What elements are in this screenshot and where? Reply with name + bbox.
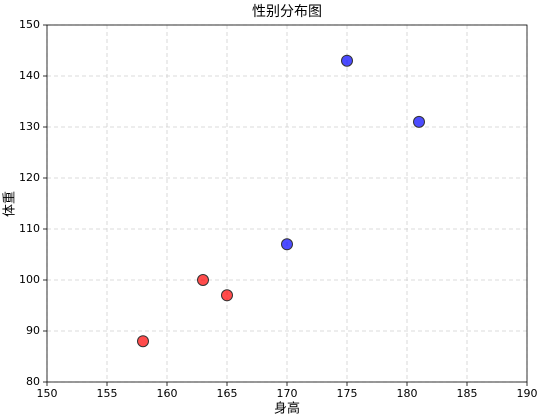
x-tick-label: 155: [97, 387, 118, 400]
x-tick-label: 165: [217, 387, 238, 400]
x-tick-label: 150: [37, 387, 58, 400]
y-tick-label: 120: [19, 171, 40, 184]
scatter-point: [197, 274, 209, 286]
scatter-point: [341, 54, 353, 67]
y-axis-label: 体重: [2, 191, 18, 217]
x-tick-label: 170: [277, 387, 298, 400]
x-tick-label: 175: [337, 387, 358, 400]
y-tick-label: 130: [19, 120, 40, 133]
plot-frame: [46, 24, 528, 383]
y-tick-label: 140: [19, 69, 40, 82]
y-tick-label: 90: [26, 324, 40, 337]
y-tick-label: 100: [19, 273, 40, 286]
x-tick-label: 180: [397, 387, 418, 400]
y-tick-label: 80: [26, 375, 40, 388]
scatter-point: [413, 115, 425, 128]
x-tick-label: 185: [457, 387, 478, 400]
x-tick-label: 190: [517, 387, 538, 400]
chart-title: 性别分布图: [252, 4, 322, 20]
x-tick-label: 160: [157, 387, 178, 400]
scatter-point: [221, 289, 233, 302]
scatter-point: [137, 335, 149, 348]
y-tick-label: 110: [19, 222, 40, 235]
scatter-point: [281, 238, 293, 251]
y-tick-label: 150: [19, 18, 40, 31]
x-axis-label: 身高: [274, 401, 300, 417]
